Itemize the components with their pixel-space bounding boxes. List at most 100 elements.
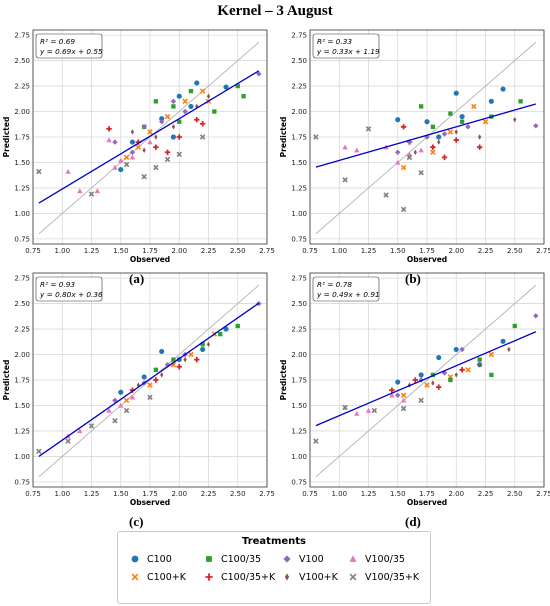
point-c100 <box>436 355 442 361</box>
y-tick-label: 1.25 <box>291 184 307 192</box>
legend-marker-shape <box>349 555 357 562</box>
legend-label: C100+K <box>147 571 186 583</box>
point-c100-35 <box>448 377 453 383</box>
x-tick-label: 2.00 <box>448 490 464 498</box>
y-tick-label: 0.75 <box>14 478 30 486</box>
point-v100-35 <box>354 410 360 416</box>
point-c100 <box>459 114 465 120</box>
identity-line <box>38 284 260 478</box>
point-c100-35 <box>153 99 159 104</box>
point-c100-k <box>123 154 130 161</box>
point-c100-35 <box>153 367 159 372</box>
point-v100-35-k <box>383 192 389 198</box>
point-c100-k <box>465 367 471 373</box>
chart-panel-c: 0.75 0.75 1.00 1.00 1.25 1.25 1.50 1.50 1.75 1.75… <box>2 272 275 507</box>
point-c100 <box>418 372 424 378</box>
point-c100 <box>188 103 194 109</box>
x-tick-label: 1.50 <box>113 490 129 498</box>
point-c100-k <box>164 113 171 120</box>
point-c100-35-k <box>164 149 171 155</box>
point-c100 <box>118 389 124 395</box>
y-tick-label: 0.75 <box>14 235 30 243</box>
y-tick-label: 1.50 <box>14 159 30 167</box>
regression-line <box>38 302 260 457</box>
panel-label-a: (a) <box>129 271 145 286</box>
point-c100-35 <box>200 342 205 347</box>
point-v100-k <box>431 380 435 386</box>
point-v100-35-k <box>418 169 424 176</box>
y-tick-label: 2.50 <box>291 57 307 65</box>
point-c100 <box>453 90 459 96</box>
point-c100 <box>500 86 506 92</box>
y-tick-label: 2.00 <box>14 351 30 359</box>
y-tick-label: 2.75 <box>291 32 307 40</box>
y-tick-label: 1.75 <box>291 377 307 385</box>
stats-box <box>312 33 380 59</box>
point-v100-35-k <box>342 404 348 411</box>
x-tick-label: 2.75 <box>536 247 550 255</box>
point-c100 <box>200 346 206 352</box>
point-v100-35 <box>94 188 101 194</box>
point-v100-35-k <box>400 206 407 213</box>
legend-marker-v100-35 <box>349 555 357 562</box>
point-v100-k <box>507 346 511 353</box>
panel-label-c: (c) <box>129 514 144 529</box>
x-tick-label: 1.75 <box>419 247 435 255</box>
y-tick-label: 0.75 <box>291 235 307 243</box>
x-tick-label: 2.50 <box>507 490 523 498</box>
y-tick-label: 2.50 <box>14 57 30 65</box>
point-c100-k <box>471 103 477 110</box>
point-v100-k <box>183 356 187 363</box>
legend-item-c100: C100 <box>128 552 172 566</box>
legend-marker-c100 <box>131 555 139 563</box>
r-squared-text: R² = 0.69 <box>40 37 75 46</box>
point-c100-35-k <box>194 116 200 123</box>
x-tick-label: 0.75 <box>302 247 318 255</box>
point-c100-k <box>135 144 142 150</box>
legend-item-v100-35-k: V100/35+K <box>346 570 419 584</box>
point-v100-35 <box>147 139 153 145</box>
point-v100-k <box>160 372 164 378</box>
point-v100-k <box>142 147 146 153</box>
point-c100-35 <box>430 124 436 129</box>
x-tick-label: 1.50 <box>390 490 406 498</box>
point-v100-k <box>171 124 176 130</box>
point-c100-35-k <box>459 367 465 373</box>
x-tick-label: 2.25 <box>478 247 494 255</box>
r-squared-text: R² = 0.93 <box>40 280 75 289</box>
point-v100-35-k <box>371 407 378 414</box>
y-tick-label: 2.25 <box>291 326 307 334</box>
point-v100-35-k <box>88 423 95 429</box>
point-c100 <box>500 338 506 344</box>
point-c100-35 <box>177 119 182 124</box>
point-v100-35 <box>129 394 136 400</box>
point-c100 <box>141 374 147 380</box>
x-tick-label: 1.00 <box>331 490 347 498</box>
x-tick-label: 2.50 <box>507 247 523 255</box>
y-tick-label: 2.50 <box>291 300 307 308</box>
point-v100-35 <box>418 147 424 153</box>
point-c100 <box>176 93 182 99</box>
point-v100-35-k <box>406 154 413 161</box>
x-axis-label: Observed <box>407 255 447 264</box>
y-tick-label: 1.50 <box>14 402 30 410</box>
point-v100-35-k <box>153 164 159 171</box>
point-c100-35 <box>477 357 482 362</box>
point-v100-k <box>206 93 211 99</box>
regression-equation-text: y = 0.69x + 0.55 <box>39 47 103 56</box>
x-tick-label: 1.00 <box>331 247 347 255</box>
point-c100 <box>436 134 442 140</box>
legend-label: C100 <box>147 553 172 565</box>
x-tick-label: 2.25 <box>201 247 217 255</box>
point-c100-35 <box>518 99 523 104</box>
point-v100-35-k <box>365 126 372 132</box>
point-c100-k <box>199 88 206 94</box>
point-c100-35-k <box>194 356 200 363</box>
x-axis-label: Observed <box>407 498 447 507</box>
x-tick-label: 2.75 <box>259 490 275 498</box>
point-v100-35-k <box>65 438 71 444</box>
y-tick-label: 1.50 <box>291 159 307 167</box>
point-v100-35-k <box>123 407 130 414</box>
point-v100-35 <box>106 407 112 413</box>
point-v100-35 <box>106 137 112 143</box>
